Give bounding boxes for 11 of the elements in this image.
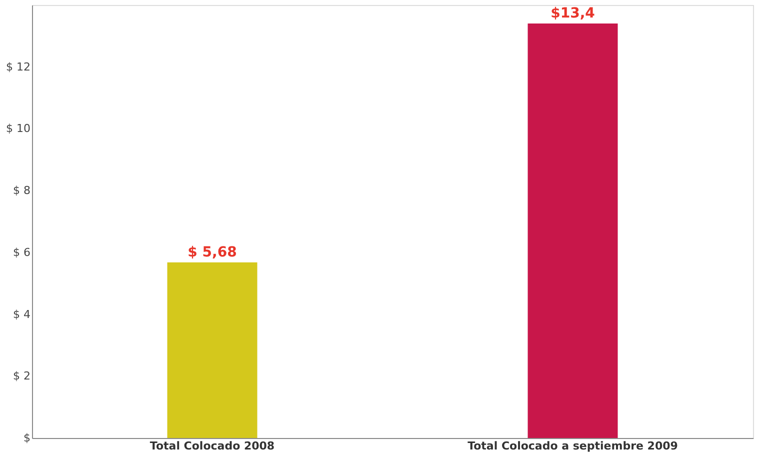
y-tick-label: $ 8	[13, 184, 30, 198]
y-tick-label: $ 6	[13, 246, 30, 259]
x-tick-label: Total Colocado a septiembre 2009	[468, 440, 678, 452]
y-tick-label: $ 2	[13, 370, 30, 383]
x-tick-label: Total Colocado 2008	[150, 440, 275, 452]
data-label: $ 5,68	[188, 244, 237, 260]
y-tick-label: $	[24, 432, 30, 444]
y-tick-label: $ 4	[13, 308, 30, 321]
data-label: $13,4	[550, 6, 596, 22]
y-tick-label: $ 10	[6, 122, 30, 136]
y-tick-label: $ 12	[6, 60, 30, 74]
